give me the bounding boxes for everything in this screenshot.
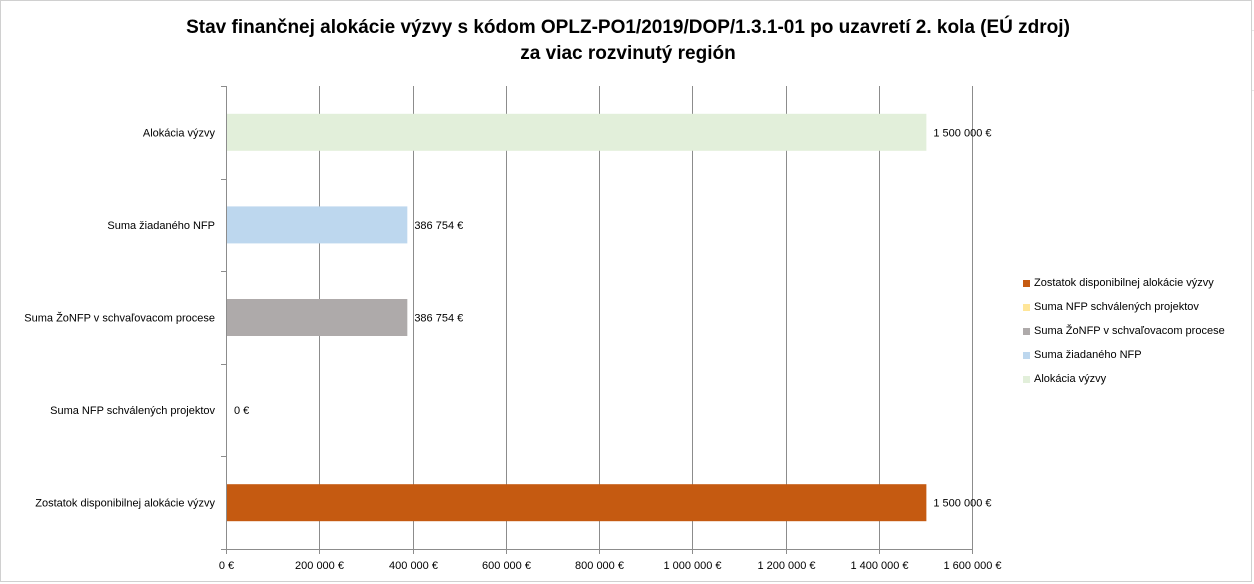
category-label: Alokácia výzvy — [143, 127, 216, 139]
legend-label: Zostatok disponibilnej alokácie výzvy — [1034, 277, 1214, 289]
legend: Zostatok disponibilnej alokácie výzvy Sum… — [1023, 271, 1225, 391]
legend-swatch — [1023, 279, 1030, 287]
legend-swatch — [1023, 375, 1030, 383]
bar — [227, 113, 927, 151]
legend-swatch — [1023, 327, 1030, 335]
chart-title-line-1: Stav finančnej alokácie výzvy s kódom OP… — [186, 17, 1070, 38]
legend-label: Suma NFP schválených projektov — [1034, 301, 1199, 313]
legend-swatch — [1023, 303, 1030, 311]
x-tick-label: 1 400 000 € — [850, 560, 908, 572]
legend-item: Suma NFP schválených projektov — [1023, 295, 1225, 319]
category-label: Suma NFP schválených projektov — [50, 405, 215, 417]
x-tick-label: 1 200 000 € — [757, 560, 815, 572]
data-label: 386 754 € — [414, 313, 463, 325]
category-label: Suma žiadaného NFP — [107, 220, 215, 232]
x-tick-label: 0 € — [219, 560, 234, 572]
bar — [227, 206, 408, 244]
x-tick-label: 1 600 000 € — [943, 560, 1001, 572]
legend-label: Suma ŽoNFP v schvaľovacom procese — [1034, 325, 1225, 337]
legend-item: Alokácia výzvy — [1023, 367, 1225, 391]
data-label: 1 500 000 € — [933, 127, 991, 139]
data-label: 386 754 € — [414, 220, 463, 232]
data-label: 1 500 000 € — [933, 498, 991, 510]
legend-item: Suma ŽoNFP v schvaľovacom procese — [1023, 319, 1225, 343]
x-tick-label: 1 000 000 € — [663, 560, 721, 572]
legend-label: Suma žiadaného NFP — [1034, 349, 1142, 361]
legend-swatch — [1023, 351, 1030, 359]
legend-label: Alokácia výzvy — [1034, 373, 1107, 385]
x-tick-label: 800 000 € — [575, 560, 624, 572]
x-tick-label: 600 000 € — [482, 560, 531, 572]
x-tick-label: 200 000 € — [295, 560, 344, 572]
chart-title: Stav finančnej alokácie výzvy s kódom OP… — [1, 15, 1254, 67]
bar — [227, 299, 408, 336]
legend-item: Zostatok disponibilnej alokácie výzvy — [1023, 271, 1225, 295]
category-label: Suma ŽoNFP v schvaľovacom procese — [24, 312, 215, 325]
bar — [227, 484, 927, 522]
data-label: 0 € — [234, 405, 249, 417]
category-label: Zostatok disponibilnej alokácie výzvy — [35, 498, 215, 510]
legend-item: Suma žiadaného NFP — [1023, 343, 1225, 367]
chart-title-line-2: za viac rozvinutý región — [520, 43, 736, 64]
x-tick-label: 400 000 € — [389, 560, 438, 572]
